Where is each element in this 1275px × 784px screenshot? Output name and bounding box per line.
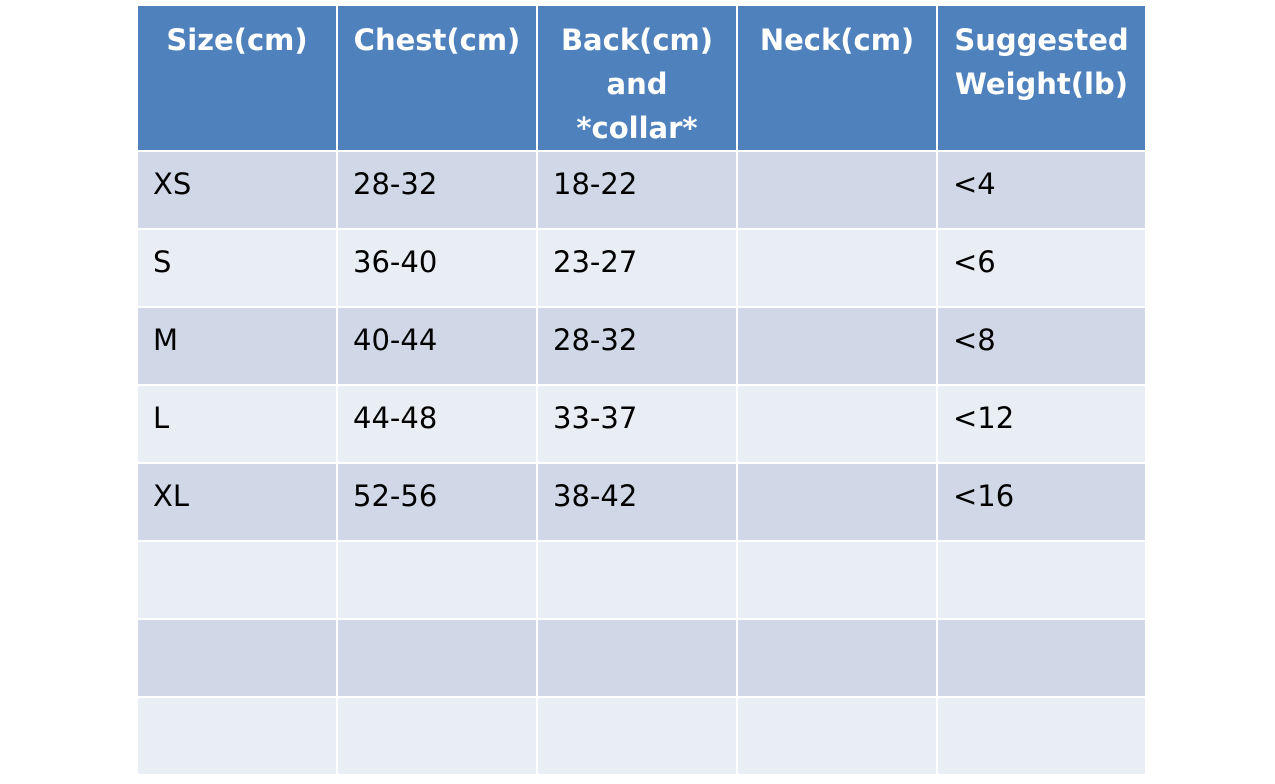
header-suggested-weight: Suggested Weight(lb) [936, 4, 1147, 152]
cell-weight [936, 696, 1147, 776]
cell-chest: 52-56 [336, 462, 538, 542]
cell-weight: <12 [936, 384, 1147, 464]
table-row: XS 28-32 18-22 <4 [136, 150, 1147, 230]
table-header: Size(cm) Chest(cm) Back(cm) and *collar* N… [136, 4, 1147, 152]
header-chest: Chest(cm) [336, 4, 538, 152]
header-neck: Neck(cm) [736, 4, 938, 152]
table-row: S 36-40 23-27 <6 [136, 228, 1147, 308]
cell-back [536, 696, 738, 776]
cell-neck [736, 696, 938, 776]
cell-size: M [136, 306, 338, 386]
cell-size [136, 696, 338, 776]
cell-weight: <4 [936, 150, 1147, 230]
cell-chest: 40-44 [336, 306, 538, 386]
cell-chest [336, 618, 538, 698]
table-row [136, 540, 1147, 620]
table-row [136, 618, 1147, 698]
cell-weight: <6 [936, 228, 1147, 308]
size-chart-table: Size(cm) Chest(cm) Back(cm) and *collar* N… [136, 4, 1147, 776]
cell-weight [936, 540, 1147, 620]
cell-neck [736, 618, 938, 698]
table-row [136, 696, 1147, 776]
cell-back: 33-37 [536, 384, 738, 464]
table-row: M 40-44 28-32 <8 [136, 306, 1147, 386]
cell-weight: <8 [936, 306, 1147, 386]
cell-neck [736, 306, 938, 386]
cell-neck [736, 150, 938, 230]
cell-size: S [136, 228, 338, 308]
cell-neck [736, 384, 938, 464]
cell-back: 23-27 [536, 228, 738, 308]
cell-size: XL [136, 462, 338, 542]
cell-back [536, 618, 738, 698]
cell-size: L [136, 384, 338, 464]
cell-back [536, 540, 738, 620]
table-body: XS 28-32 18-22 <4 S 36-40 23-27 <6 M 40-… [136, 150, 1147, 776]
cell-weight [936, 618, 1147, 698]
table-row: XL 52-56 38-42 <16 [136, 462, 1147, 542]
header-size: Size(cm) [136, 4, 338, 152]
cell-weight: <16 [936, 462, 1147, 542]
header-row: Size(cm) Chest(cm) Back(cm) and *collar* N… [136, 4, 1147, 152]
cell-chest: 36-40 [336, 228, 538, 308]
cell-chest [336, 540, 538, 620]
cell-neck [736, 540, 938, 620]
cell-neck [736, 228, 938, 308]
cell-chest [336, 696, 538, 776]
table-row: L 44-48 33-37 <12 [136, 384, 1147, 464]
cell-neck [736, 462, 938, 542]
cell-back: 28-32 [536, 306, 738, 386]
cell-chest: 28-32 [336, 150, 538, 230]
cell-size [136, 540, 338, 620]
cell-size [136, 618, 338, 698]
cell-back: 18-22 [536, 150, 738, 230]
cell-size: XS [136, 150, 338, 230]
cell-chest: 44-48 [336, 384, 538, 464]
header-back-collar: Back(cm) and *collar* [536, 4, 738, 152]
cell-back: 38-42 [536, 462, 738, 542]
